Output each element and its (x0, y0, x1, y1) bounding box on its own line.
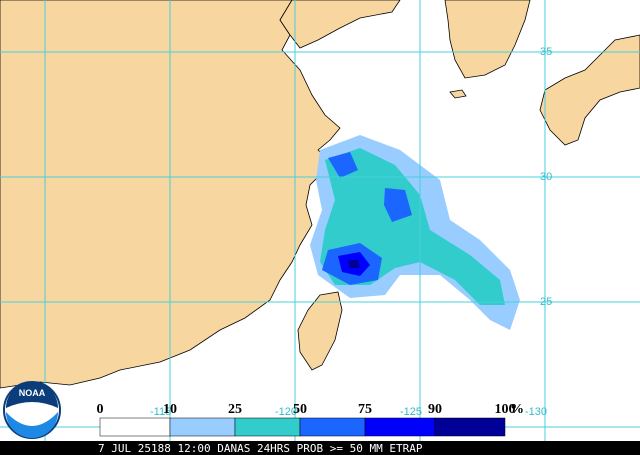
longitude-label: -120 (275, 406, 297, 418)
legend-label: 25 (228, 402, 242, 417)
legend-label: 90 (428, 402, 442, 417)
legend-swatch (234, 417, 301, 437)
legend-label: 75 (358, 402, 372, 417)
legend-swatch (364, 417, 436, 437)
shandong (279, 0, 401, 49)
logo-text: NOAA (19, 388, 46, 398)
taiwan (297, 291, 343, 371)
japan (539, 34, 640, 146)
latitude-label: 35 (540, 46, 552, 58)
korea (444, 0, 531, 79)
longitude-label: -125 (400, 406, 422, 418)
legend-swatch (99, 417, 171, 437)
noaa-logo: NOAA (3, 381, 61, 439)
legend-label: 50 (293, 402, 307, 417)
caption: 7 JUL 25188 12:00 DANAS 24HRS PROB >= 50… (98, 442, 423, 455)
latitude-label: 25 (540, 296, 552, 308)
legend-label: 100 (495, 402, 516, 417)
latitude-label: 30 (540, 171, 552, 183)
legend-label: 0 (97, 402, 104, 417)
jeju (449, 89, 467, 99)
legend-unit: % (510, 402, 524, 417)
caption-bar (0, 441, 640, 455)
legend-swatch (169, 417, 236, 437)
legend-label: 10 (163, 402, 177, 417)
longitude-label: -130 (525, 406, 547, 418)
legend-swatch (434, 417, 506, 437)
legend-swatch (299, 417, 366, 437)
longitude-label: -115 (150, 406, 171, 418)
precip (310, 135, 520, 330)
